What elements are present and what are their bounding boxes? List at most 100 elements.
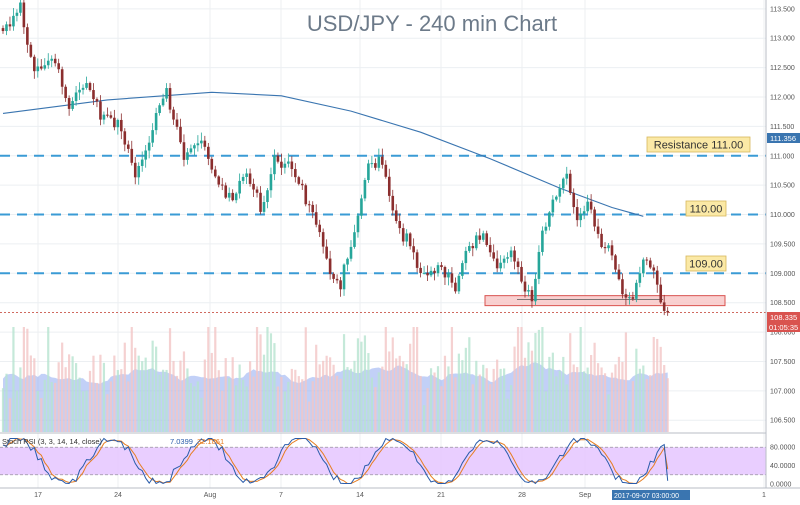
candle-body[interactable] bbox=[381, 156, 384, 165]
candle-body[interactable] bbox=[245, 173, 248, 177]
candle-body[interactable] bbox=[471, 246, 475, 249]
candle-body[interactable] bbox=[15, 12, 19, 16]
candle-body[interactable] bbox=[220, 184, 224, 186]
candle-body[interactable] bbox=[273, 155, 276, 175]
stoch-rsi-panel[interactable] bbox=[0, 437, 766, 485]
candle-body[interactable] bbox=[659, 284, 663, 303]
candle-body[interactable] bbox=[565, 173, 569, 179]
candle-body[interactable] bbox=[328, 258, 332, 274]
candle-body[interactable] bbox=[140, 159, 144, 166]
candle-body[interactable] bbox=[53, 58, 57, 64]
candle-body[interactable] bbox=[635, 282, 638, 299]
candle-body[interactable] bbox=[95, 99, 99, 102]
candle-body[interactable] bbox=[137, 165, 141, 178]
candle-body[interactable] bbox=[168, 88, 172, 110]
candle-body[interactable] bbox=[555, 196, 558, 200]
candle-body[interactable] bbox=[325, 246, 328, 259]
candle-body[interactable] bbox=[457, 275, 461, 292]
candle-body[interactable] bbox=[429, 270, 433, 276]
candle-body[interactable] bbox=[207, 146, 210, 159]
candle-body[interactable] bbox=[506, 257, 509, 259]
candle-body[interactable] bbox=[561, 178, 565, 189]
support-zone-box[interactable] bbox=[484, 295, 726, 307]
candle-body[interactable] bbox=[71, 101, 74, 109]
candle-body[interactable] bbox=[332, 273, 335, 279]
candle-body[interactable] bbox=[186, 152, 189, 160]
candle-body[interactable] bbox=[631, 297, 635, 299]
candle-body[interactable] bbox=[234, 193, 238, 201]
candle-body[interactable] bbox=[335, 278, 339, 281]
candle-body[interactable] bbox=[488, 244, 492, 253]
candle-body[interactable] bbox=[645, 259, 649, 261]
candle-body[interactable] bbox=[572, 192, 576, 208]
candle-body[interactable] bbox=[516, 261, 520, 267]
candle-body[interactable] bbox=[311, 204, 315, 213]
candle-body[interactable] bbox=[377, 156, 381, 168]
candle-body[interactable] bbox=[182, 142, 186, 160]
candle-body[interactable] bbox=[92, 90, 95, 100]
candle-body[interactable] bbox=[485, 233, 489, 245]
candle-body[interactable] bbox=[394, 210, 398, 221]
candle-body[interactable] bbox=[575, 207, 579, 221]
candle-body[interactable] bbox=[495, 258, 499, 269]
candle-body[interactable] bbox=[502, 258, 506, 263]
candle-body[interactable] bbox=[36, 66, 40, 72]
candle-body[interactable] bbox=[179, 126, 182, 143]
candle-body[interactable] bbox=[196, 143, 200, 146]
candle-body[interactable] bbox=[398, 220, 402, 229]
candle-body[interactable] bbox=[78, 89, 81, 93]
candle-body[interactable] bbox=[193, 145, 196, 149]
candle-body[interactable] bbox=[8, 24, 12, 27]
candle-body[interactable] bbox=[422, 272, 426, 274]
candle-body[interactable] bbox=[360, 198, 363, 216]
candle-body[interactable] bbox=[464, 250, 468, 264]
candle-body[interactable] bbox=[450, 273, 454, 283]
candle-body[interactable] bbox=[314, 212, 318, 225]
candle-body[interactable] bbox=[433, 270, 436, 274]
candle-body[interactable] bbox=[294, 169, 297, 178]
candle-body[interactable] bbox=[617, 269, 621, 280]
candle-body[interactable] bbox=[589, 201, 593, 210]
candle-body[interactable] bbox=[269, 174, 273, 191]
candle-body[interactable] bbox=[175, 119, 179, 127]
candle-body[interactable] bbox=[666, 310, 669, 313]
candle-body[interactable] bbox=[527, 290, 530, 292]
candle-body[interactable] bbox=[109, 115, 113, 118]
candle-body[interactable] bbox=[5, 24, 8, 32]
candle-body[interactable] bbox=[523, 281, 527, 292]
candle-body[interactable] bbox=[648, 260, 652, 268]
candle-body[interactable] bbox=[520, 266, 523, 282]
candle-body[interactable] bbox=[200, 140, 203, 144]
candle-body[interactable] bbox=[99, 101, 102, 120]
candle-body[interactable] bbox=[412, 246, 415, 253]
candle-body[interactable] bbox=[513, 250, 516, 262]
candle-body[interactable] bbox=[579, 213, 582, 221]
candle-body[interactable] bbox=[481, 233, 485, 240]
candle-body[interactable] bbox=[405, 233, 408, 242]
support-zone[interactable] bbox=[484, 295, 726, 307]
candle-body[interactable] bbox=[126, 144, 130, 149]
candle-body[interactable] bbox=[610, 245, 614, 256]
candle-body[interactable] bbox=[662, 302, 666, 311]
candle-body[interactable] bbox=[165, 88, 168, 99]
candle-body[interactable] bbox=[133, 162, 137, 178]
candle-body[interactable] bbox=[297, 177, 301, 184]
candle-body[interactable] bbox=[266, 190, 269, 203]
candle-body[interactable] bbox=[356, 215, 360, 233]
candle-body[interactable] bbox=[300, 183, 304, 186]
candle-body[interactable] bbox=[231, 192, 234, 201]
candle-body[interactable] bbox=[349, 246, 353, 259]
candle-body[interactable] bbox=[241, 176, 245, 181]
candle-body[interactable] bbox=[248, 173, 252, 184]
candle-body[interactable] bbox=[22, 2, 26, 28]
candle-body[interactable] bbox=[586, 201, 589, 212]
candle-body[interactable] bbox=[123, 131, 127, 145]
candle-body[interactable] bbox=[353, 232, 356, 247]
candle-body[interactable] bbox=[113, 117, 116, 128]
candle-body[interactable] bbox=[210, 158, 214, 170]
candle-body[interactable] bbox=[391, 195, 395, 211]
candle-body[interactable] bbox=[638, 273, 642, 283]
candle-body[interactable] bbox=[568, 173, 572, 193]
candle-body[interactable] bbox=[509, 250, 513, 258]
candle-body[interactable] bbox=[74, 92, 78, 102]
